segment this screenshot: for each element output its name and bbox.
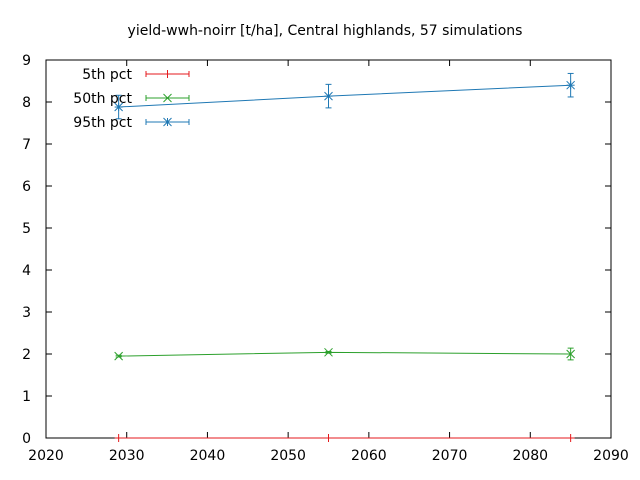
- legend-label: 5th pct: [82, 67, 132, 83]
- series-50th-pct: [114, 347, 575, 361]
- series-layer: [114, 72, 575, 442]
- data-point: [114, 102, 123, 112]
- y-tick-label: 2: [22, 347, 31, 363]
- series-95th-pct: [114, 72, 575, 120]
- data-point: [324, 91, 333, 101]
- data-point: [324, 347, 333, 357]
- x-tick-label: 2080: [512, 448, 548, 464]
- y-tick-label: 3: [22, 305, 31, 321]
- y-axis: 0 1 2 3 4 5 6 7 8 9: [22, 53, 611, 447]
- marker-stroke: [163, 93, 172, 103]
- legend-marker: [163, 70, 172, 78]
- marker-stroke: [114, 351, 123, 361]
- x-tick-label: 2050: [270, 448, 306, 464]
- data-point: [114, 351, 123, 361]
- data-point: [566, 349, 575, 359]
- x-tick-label: 2020: [28, 448, 64, 464]
- marker-stroke: [114, 102, 123, 112]
- marker-stroke: [324, 347, 333, 357]
- y-tick-label: 1: [22, 389, 31, 405]
- data-point: [324, 434, 333, 442]
- chart-title: yield-wwh-noirr [t/ha], Central highland…: [128, 23, 523, 39]
- data-point: [566, 434, 575, 442]
- x-tick-label: 2090: [593, 448, 629, 464]
- y-tick-label: 9: [22, 53, 31, 69]
- series-line: [118, 351, 571, 357]
- legend-marker: [163, 93, 172, 103]
- y-tick-label: 8: [22, 95, 31, 111]
- y-tick-label: 0: [22, 431, 31, 447]
- marker-stroke: [566, 349, 575, 359]
- marker-stroke: [163, 117, 172, 127]
- series-5th-pct: [114, 434, 575, 442]
- y-tick-label: 7: [22, 137, 31, 153]
- y-tick-label: 5: [22, 221, 31, 237]
- marker-stroke: [324, 91, 333, 101]
- y-tick-label: 6: [22, 179, 31, 195]
- x-tick-label: 2040: [190, 448, 226, 464]
- marker-stroke: [566, 80, 575, 90]
- legend-marker: [163, 117, 172, 127]
- x-axis: 2020 2030 2040 2050 2060 2070 2080 2090: [28, 60, 629, 464]
- x-tick-label: 2030: [109, 448, 145, 464]
- x-tick-label: 2060: [351, 448, 387, 464]
- data-point: [566, 80, 575, 90]
- data-point: [114, 434, 123, 442]
- legend-label: 95th pct: [73, 115, 132, 131]
- y-tick-label: 4: [22, 263, 31, 279]
- x-tick-label: 2070: [432, 448, 468, 464]
- legend: 5th pct 50th pct 95th pct: [73, 67, 190, 131]
- legend-label: 50th pct: [73, 91, 132, 107]
- series-line: [118, 84, 571, 108]
